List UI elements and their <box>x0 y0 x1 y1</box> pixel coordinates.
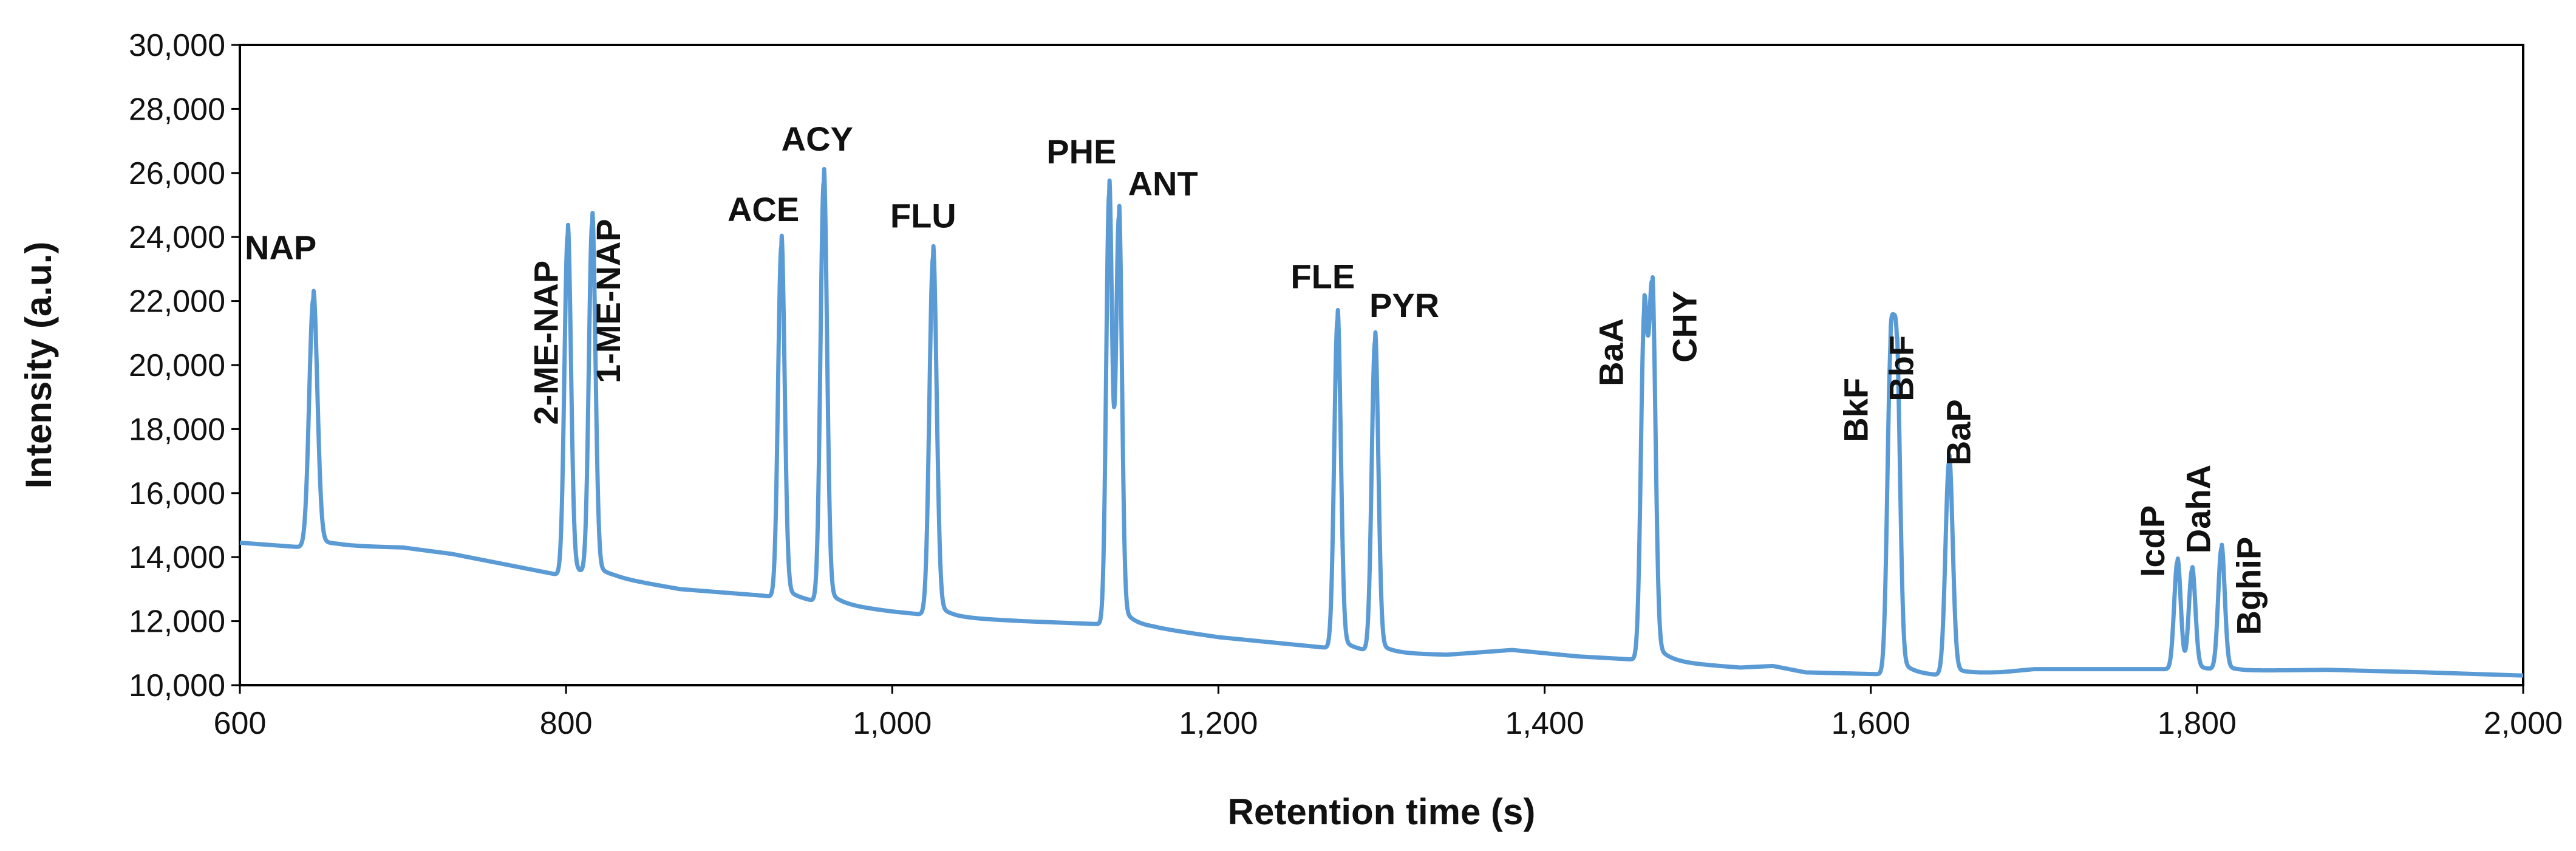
peak-label-icdp: IcdP <box>2133 505 2172 577</box>
x-tick-label: 600 <box>214 706 267 741</box>
series-group <box>238 166 2525 678</box>
peak-label-acy: ACY <box>782 120 853 158</box>
x-tick-label: 2,000 <box>2484 706 2563 741</box>
peak-label-ace: ACE <box>727 190 799 228</box>
y-axis-title: Intensity (a.u.) <box>18 242 59 489</box>
x-tick-label: 1,600 <box>1831 706 1910 741</box>
peak-label-flu: FLU <box>890 196 956 234</box>
peak-label-pyr: PYR <box>1369 286 1439 324</box>
y-tick-label: 22,000 <box>129 284 225 320</box>
peak-label-bap: BaP <box>1940 399 1978 465</box>
y-tick-label: 18,000 <box>129 412 225 447</box>
peak-label-bbf: BbF <box>1883 335 1921 402</box>
y-tick-label: 16,000 <box>129 476 225 511</box>
peak-label-phe: PHE <box>1046 132 1116 171</box>
x-tick-label: 1,800 <box>2158 706 2237 741</box>
peak-label-fle: FLE <box>1290 258 1355 296</box>
y-tick-label: 26,000 <box>129 156 225 191</box>
peak-label-1-me-nap: 1-ME-NAP <box>589 219 627 383</box>
chromatogram-series-line <box>238 166 2525 678</box>
peak-label-baa: BaA <box>1592 318 1630 386</box>
peak-labels-group: NAP 2-ME-NAP 1-ME-NAP ACE ACY FLU PHE ANT FLE PYR… <box>245 120 2268 635</box>
y-tick-label: 28,000 <box>129 92 225 127</box>
peak-label-daha: DahA <box>2179 465 2217 553</box>
x-axis-title: Retention time (s) <box>1228 791 1536 832</box>
y-tick-label: 10,000 <box>129 668 225 703</box>
y-tick-label: 14,000 <box>129 540 225 575</box>
y-tick-label: 24,000 <box>129 220 225 255</box>
peak-label-bghip: BghiP <box>2230 537 2268 635</box>
peak-label-ant: ANT <box>1128 165 1198 203</box>
peak-label-nap: NAP <box>245 228 316 267</box>
x-tick-label: 1,000 <box>853 706 932 741</box>
x-tick-label: 1,400 <box>1505 706 1584 741</box>
y-tick-label: 30,000 <box>129 28 225 63</box>
x-tick-label: 1,200 <box>1179 706 1258 741</box>
x-tick-label: 800 <box>540 706 593 741</box>
axes-group: 10,000 12,000 14,000 16,000 18,000 20,000 22,0… <box>129 28 2563 741</box>
y-tick-label: 12,000 <box>129 604 225 640</box>
peak-label-2-me-nap: 2-ME-NAP <box>527 261 565 425</box>
y-tick-label: 20,000 <box>129 348 225 383</box>
peak-label-chy: CHY <box>1665 291 1703 363</box>
peak-label-bkf: BkF <box>1836 378 1875 442</box>
